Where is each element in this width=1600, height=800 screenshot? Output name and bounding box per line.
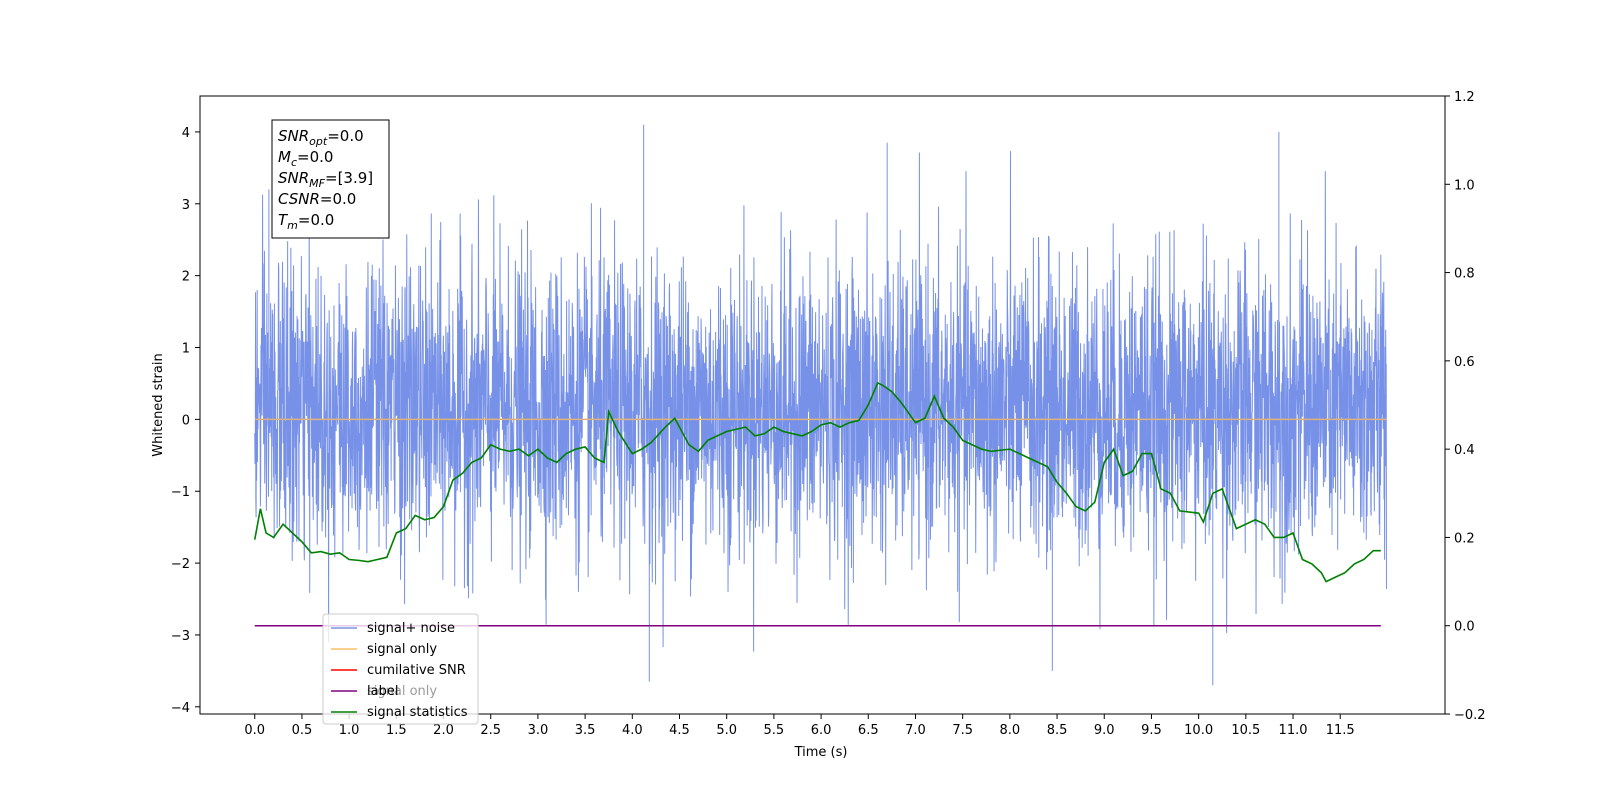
x-tick-label: 8.5 [1047,723,1068,738]
y-tick-label: 1 [182,342,190,357]
x-tick-label: 4.5 [669,723,690,738]
y2-tick-label: 0.2 [1454,531,1475,546]
y-axis-label: Whitened strain [151,353,166,456]
x-tick-label: 6.5 [858,723,879,738]
y-tick-label: −2 [171,557,190,572]
x-tick-label: 0.0 [244,723,265,738]
stat-line: Tm=0.0 [278,211,334,232]
x-tick-label: 7.5 [952,723,973,738]
y-tick-label: −3 [171,629,190,644]
stat-line: CSNR=0.0 [278,190,356,208]
x-tick-label: 8.0 [1000,723,1021,738]
x-tick-label: 1.5 [386,723,407,738]
y2-tick-label: −0.2 [1454,708,1486,723]
legend: signal+ noise signal only cumilative SNR la… [322,613,479,725]
y2-tick-label: 1.2 [1454,90,1475,105]
x-tick-label: 6.0 [811,723,832,738]
x-tick-label: 3.0 [528,723,549,738]
x-tick-label: 10.5 [1231,723,1260,738]
x-axis-label: Time (s) [794,745,848,760]
stat-line: Mc=0.0 [278,148,333,169]
x-tick-label: 7.0 [905,723,926,738]
x-tick-label: 11.5 [1326,723,1355,738]
x-tick-label: 0.5 [292,723,313,738]
legend-label: signal+ noise [367,621,455,636]
y-tick-label: 2 [182,270,190,285]
y-tick-label: 0 [182,413,190,428]
y-axis-right: 1.2 1.0 0.8 0.6 0.4 0.2 0.0 −0.2 [1445,90,1486,723]
x-tick-label: 4.0 [622,723,643,738]
stat-line: SNRopt=0.0 [278,127,364,148]
y2-tick-label: 0.8 [1454,267,1475,282]
series-signal-statistics [253,381,1381,583]
signal-statistics-line [253,381,1381,583]
x-tick-label: 9.5 [1141,723,1162,738]
y2-tick-label: 1.0 [1454,178,1475,193]
x-tick-label: 1.0 [339,723,360,738]
stat-line: SNRMF=[3.9] [278,169,373,190]
x-tick-label: 2.5 [480,723,501,738]
y-tick-label: 4 [182,126,190,141]
legend-label: signal only [367,642,437,657]
x-tick-label: 3.5 [575,723,596,738]
signal-noise-line [254,124,1387,686]
x-tick-label: 11.0 [1279,723,1308,738]
legend-hidden-label: signal only [367,684,437,699]
x-tick-label: 2.0 [433,723,454,738]
y-tick-label: 3 [182,198,190,213]
plot-frame [199,95,1446,715]
x-tick-label: 10.0 [1184,723,1213,738]
y2-tick-label: 0.0 [1454,620,1475,635]
legend-label: cumilative SNR [367,663,466,678]
y2-tick-label: 0.6 [1454,355,1475,370]
x-tick-label: 5.5 [764,723,785,738]
x-tick-label: 5.0 [716,723,737,738]
y-tick-label: −1 [171,485,190,500]
series-signal-noise [254,124,1387,686]
y2-tick-label: 0.4 [1454,443,1475,458]
y-axis-left: 4 3 2 1 0 −1 −2 −3 −4 [171,126,200,716]
x-tick-label: 9.0 [1094,723,1115,738]
y-tick-label: −4 [171,701,190,716]
legend-label: signal statistics [367,705,468,720]
legend-label: label [367,684,398,699]
x-axis: 0.0 0.5 1.0 1.5 2.0 2.5 3.0 3.5 4.0 4.5 5.0 5.5 6.0 6… [244,714,1355,738]
